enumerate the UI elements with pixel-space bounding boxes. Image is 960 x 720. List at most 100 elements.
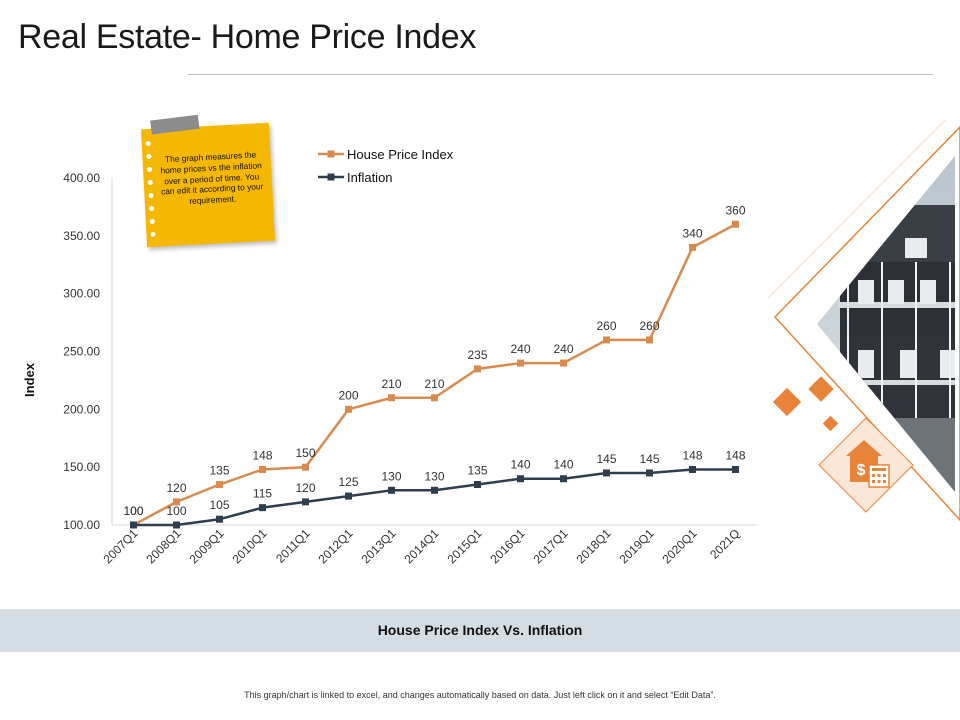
data-point[interactable] bbox=[689, 465, 696, 473]
sticky-note[interactable]: The graph measures the home prices vs th… bbox=[140, 114, 276, 248]
x-tick-label: 2020Q1 bbox=[660, 526, 700, 566]
data-point[interactable] bbox=[345, 405, 352, 413]
disclaimer-text: This graph/chart is linked to excel, and… bbox=[244, 690, 716, 700]
diamond-shape bbox=[772, 387, 802, 417]
data-point[interactable] bbox=[216, 481, 223, 489]
legend-item-inflation[interactable]: Inflation bbox=[318, 170, 393, 185]
data-label: 120 bbox=[166, 481, 186, 495]
legend-label: Inflation bbox=[347, 170, 393, 185]
data-point[interactable] bbox=[302, 498, 309, 506]
legend-marker bbox=[327, 150, 335, 158]
data-point[interactable] bbox=[345, 492, 352, 500]
data-point[interactable] bbox=[560, 475, 567, 483]
data-label: 210 bbox=[424, 377, 444, 391]
data-point[interactable] bbox=[173, 498, 180, 506]
data-point[interactable] bbox=[732, 465, 739, 473]
x-tick-label: 2013Q1 bbox=[359, 526, 399, 566]
photo-frame bbox=[773, 125, 960, 522]
diamond-shape bbox=[822, 415, 839, 432]
legend: House Price Index Inflation bbox=[318, 147, 454, 185]
note-text: The graph measures the home prices vs th… bbox=[160, 149, 264, 207]
y-tick-label: 200.00 bbox=[63, 402, 100, 416]
data-label: 135 bbox=[467, 464, 487, 478]
y-tick-label: 300.00 bbox=[63, 287, 100, 301]
data-label: 260 bbox=[639, 319, 659, 333]
data-label: 130 bbox=[381, 469, 401, 483]
y-tick-labels: 100.00 150.00 200.00 250.00 300.00 350.00 400.… bbox=[63, 171, 100, 532]
x-tick-label: 2009Q1 bbox=[187, 526, 227, 566]
x-tick-label: 2010Q1 bbox=[230, 526, 270, 566]
legend-item-house-price-index[interactable]: House Price Index bbox=[318, 147, 454, 162]
svg-text:$: $ bbox=[857, 462, 866, 479]
data-label: 100 bbox=[166, 504, 186, 518]
data-label: 148 bbox=[725, 448, 745, 462]
data-label: 240 bbox=[553, 342, 573, 356]
data-labels: 100 120 135 148 150 200 210 210 235 240 240 260 260 3… bbox=[123, 203, 745, 518]
data-label: 140 bbox=[510, 458, 530, 472]
data-label: 148 bbox=[252, 448, 272, 462]
page-title: Real Estate- Home Price Index bbox=[18, 18, 477, 56]
data-label: 135 bbox=[209, 464, 229, 478]
x-tick-label: 2012Q1 bbox=[316, 526, 356, 566]
house-dollar-icon: $ bbox=[846, 440, 890, 488]
x-tick-label: 2011Q1 bbox=[273, 526, 313, 566]
data-point[interactable] bbox=[216, 515, 223, 523]
decor-group: $ bbox=[767, 119, 960, 522]
data-point[interactable] bbox=[431, 486, 438, 494]
x-tick-label: 2019Q1 bbox=[617, 526, 657, 566]
data-point[interactable] bbox=[259, 504, 266, 512]
x-tick-label: 2016Q1 bbox=[488, 526, 528, 566]
data-label: 200 bbox=[338, 388, 358, 402]
data-point[interactable] bbox=[689, 243, 696, 251]
data-point[interactable] bbox=[431, 394, 438, 402]
data-label: 148 bbox=[682, 448, 702, 462]
data-point[interactable] bbox=[646, 469, 653, 477]
chart-caption: House Price Index Vs. Inflation bbox=[377, 622, 583, 638]
data-point[interactable] bbox=[646, 336, 653, 344]
decor-line bbox=[767, 119, 946, 299]
x-tick-label: 2018Q1 bbox=[574, 526, 614, 566]
x-tick-label: 2015Q1 bbox=[445, 526, 485, 566]
data-point[interactable] bbox=[302, 463, 309, 471]
note-holes bbox=[145, 140, 157, 245]
data-label: 130 bbox=[424, 469, 444, 483]
data-point[interactable] bbox=[517, 359, 524, 367]
data-label: 210 bbox=[381, 377, 401, 391]
data-point[interactable] bbox=[517, 475, 524, 483]
data-point[interactable] bbox=[130, 521, 137, 529]
legend-label: House Price Index bbox=[347, 147, 454, 162]
data-point[interactable] bbox=[388, 394, 395, 402]
y-tick-label: 250.00 bbox=[63, 345, 100, 359]
data-point[interactable] bbox=[603, 469, 610, 477]
title-divider bbox=[188, 74, 933, 75]
data-label: 240 bbox=[510, 342, 530, 356]
data-label: 145 bbox=[639, 452, 659, 466]
x-tick-label: 2021Q bbox=[707, 526, 742, 561]
data-point[interactable] bbox=[603, 336, 610, 344]
x-tick-label: 2014Q1 bbox=[402, 526, 442, 566]
y-tick-label: 400.00 bbox=[63, 171, 100, 185]
data-label: 235 bbox=[467, 348, 487, 362]
data-label: 120 bbox=[295, 481, 315, 495]
x-tick-labels: 2007Q1 2008Q1 2009Q1 2010Q1 2011Q1 2012Q1 2013… bbox=[101, 526, 743, 566]
data-label: 100 bbox=[123, 504, 143, 518]
data-point[interactable] bbox=[388, 486, 395, 494]
data-label: 115 bbox=[253, 487, 272, 501]
diamond-shape bbox=[808, 376, 834, 402]
y-tick-label: 350.00 bbox=[63, 229, 100, 243]
x-tick-label: 2017Q1 bbox=[531, 526, 571, 566]
data-label: 150 bbox=[295, 446, 315, 460]
chart-series bbox=[130, 220, 739, 529]
data-point[interactable] bbox=[732, 220, 739, 228]
data-point[interactable] bbox=[173, 521, 180, 529]
x-tick-label: 2007Q1 bbox=[101, 526, 141, 566]
data-label: 260 bbox=[596, 319, 616, 333]
x-tick-label: 2008Q1 bbox=[144, 526, 184, 566]
data-point[interactable] bbox=[474, 365, 481, 373]
data-point[interactable] bbox=[560, 359, 567, 367]
caption-band bbox=[0, 609, 960, 652]
data-point[interactable] bbox=[259, 465, 266, 473]
data-point[interactable] bbox=[474, 481, 481, 489]
y-tick-label: 100.00 bbox=[63, 518, 100, 532]
